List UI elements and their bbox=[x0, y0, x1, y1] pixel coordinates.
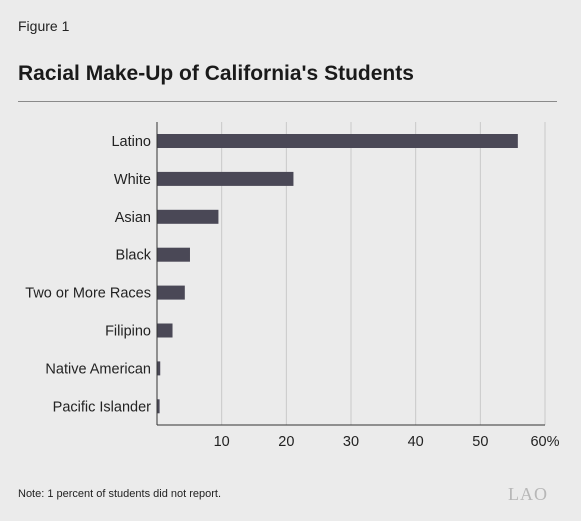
bar-1 bbox=[157, 171, 294, 186]
bar-6 bbox=[157, 361, 161, 376]
chart-note: Note: 1 percent of students did not repo… bbox=[18, 488, 222, 500]
x-tick-label-3: 40 bbox=[408, 434, 424, 450]
bar-0 bbox=[157, 134, 518, 148]
lao-logo: LAO bbox=[508, 484, 548, 504]
x-tick-label-0: 10 bbox=[214, 434, 230, 450]
category-label-7: Pacific Islander bbox=[53, 399, 151, 415]
category-label-0: Latino bbox=[111, 134, 151, 150]
category-label-1: White bbox=[114, 172, 151, 188]
category-label-6: Native American bbox=[45, 361, 151, 377]
figure-label: Figure 1 bbox=[18, 18, 70, 34]
category-label-5: Filipino bbox=[105, 324, 151, 340]
category-label-4: Two or More Races bbox=[25, 286, 151, 302]
bar-4 bbox=[157, 285, 185, 300]
chart-title: Racial Make-Up of California's Students bbox=[18, 62, 414, 85]
title-divider bbox=[18, 101, 557, 102]
x-tick-label-1: 20 bbox=[278, 434, 294, 450]
bar-5 bbox=[157, 323, 173, 338]
x-tick-label-2: 30 bbox=[343, 434, 359, 450]
category-label-2: Asian bbox=[115, 210, 151, 226]
bar-3 bbox=[157, 247, 190, 262]
category-label-3: Black bbox=[116, 248, 152, 264]
bar-7 bbox=[157, 399, 160, 414]
x-tick-label-5: 60% bbox=[530, 434, 559, 450]
x-tick-label-4: 50 bbox=[472, 434, 488, 450]
bar-2 bbox=[157, 209, 219, 224]
